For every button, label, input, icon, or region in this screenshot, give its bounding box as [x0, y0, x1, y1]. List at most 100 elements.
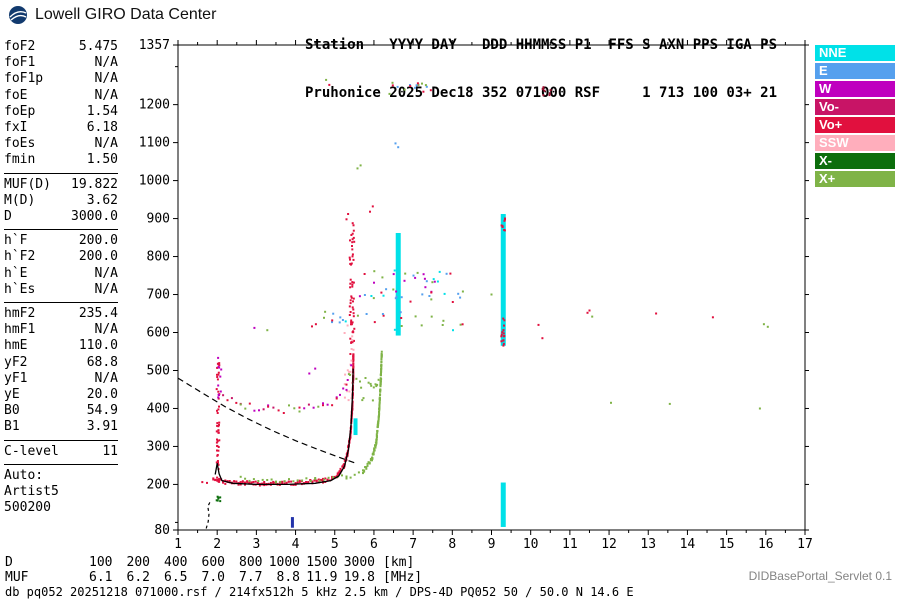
- y-axis-label: 500: [147, 363, 170, 378]
- param-value: 3000.0: [71, 209, 118, 225]
- param-row-yf2: yF2 68.8: [4, 355, 118, 371]
- x-axis-label: 13: [640, 537, 656, 552]
- scale-value: 6.2: [126, 570, 150, 585]
- param-value: N/A: [94, 265, 118, 281]
- record-status-line: db pq052 20251218 071000.rsf / 214fx512h…: [5, 585, 634, 599]
- param-row-fxi: fxI 6.18: [4, 120, 118, 136]
- x-axis-label: 14: [680, 537, 696, 552]
- scale-value: 400: [164, 555, 188, 570]
- interference-bar-3.9MHz: [290, 517, 294, 528]
- legend-item-w: W: [815, 81, 895, 97]
- param-label: B1: [4, 419, 20, 435]
- parameter-panel: foF2 5.475 foF1 N/A foF1p N/A foE N/A foEp 1.54 fx…: [4, 39, 118, 516]
- scale-unit: [MHz]: [383, 570, 423, 585]
- x-axis-label: 1: [174, 537, 182, 552]
- x-axis-label: 3: [252, 537, 260, 552]
- y-axis-label: 80: [154, 523, 170, 538]
- param-label: Auto:: [4, 467, 44, 483]
- legend-item-x: X+: [815, 171, 895, 187]
- param-row-d: D 3000.0: [4, 209, 118, 225]
- artist-hF-fit-line: [214, 368, 354, 486]
- scale-unit: [km]: [383, 555, 415, 570]
- param-row-he: h`E N/A: [4, 266, 118, 282]
- y-axis-label: 1000: [139, 174, 170, 189]
- param-row-foes: foEs N/A: [4, 136, 118, 152]
- param-label: fxI: [4, 120, 28, 136]
- scale-value: 7.7: [239, 570, 263, 585]
- x-axis-label: 7: [409, 537, 417, 552]
- param-label: B0: [4, 403, 20, 419]
- param-row-hf2: h`F2 200.0: [4, 249, 118, 265]
- scale-label: MUF: [5, 570, 29, 585]
- x-axis-label: 10: [523, 537, 539, 552]
- param-value: 235.4: [78, 306, 118, 322]
- x-axis-label: 8: [448, 537, 456, 552]
- param-value: 200.0: [78, 233, 118, 249]
- param-row-500200: 500200: [4, 500, 118, 516]
- muf3000-transmission-curve: [177, 377, 357, 465]
- param-value: 54.9: [86, 403, 118, 419]
- legend-item-vo: Vo-: [815, 99, 895, 115]
- brand-title: Lowell GIRO Data Center: [35, 6, 217, 23]
- param-row-hf: h`F 200.0: [4, 233, 118, 249]
- param-label: D: [4, 209, 12, 225]
- interference-bar-9.3MHz-lower: [500, 482, 506, 527]
- scale-row-muf: MUF 6.1 6.2 6.5 7.0 7.7 8.8 11.9 19.8 [MHz]: [5, 571, 422, 585]
- legend-item-ssw: SSW: [815, 135, 895, 151]
- param-label: hmE: [4, 338, 28, 354]
- param-row-hmf2: hmF2 235.4: [4, 306, 118, 322]
- panel-separator: [4, 302, 118, 304]
- param-value: 3.62: [86, 192, 118, 208]
- param-value: 110.0: [78, 338, 118, 354]
- param-value: 1.54: [86, 103, 118, 119]
- scale-value: 7.0: [201, 570, 225, 585]
- param-label: hmF2: [4, 306, 36, 322]
- x-axis-label: 15: [719, 537, 735, 552]
- param-value: 68.8: [86, 354, 118, 370]
- param-label: foF1: [4, 55, 36, 71]
- param-value: N/A: [94, 136, 118, 152]
- param-row-md: M(D) 3.62: [4, 193, 118, 209]
- scale-value: 1000: [268, 555, 300, 570]
- fitted-trace-lines: [177, 368, 357, 529]
- scale-value: 200: [126, 555, 150, 570]
- param-value: N/A: [94, 71, 118, 87]
- interference-bar-9.3MHz-upper: [500, 214, 506, 346]
- param-label: h`Es: [4, 281, 36, 297]
- param-value: N/A: [94, 55, 118, 71]
- scale-value: 600: [201, 555, 225, 570]
- param-label: Artist5: [4, 484, 59, 500]
- x-axis-label: 5: [331, 537, 339, 552]
- param-label: yE: [4, 387, 20, 403]
- param-row-b1: B1 3.91: [4, 419, 118, 435]
- param-label: foF1p: [4, 71, 44, 87]
- param-label: foF2: [4, 39, 36, 54]
- param-value: 200.0: [78, 249, 118, 265]
- panel-separator: [4, 229, 118, 231]
- param-row-b0: B0 54.9: [4, 403, 118, 419]
- param-label: h`F: [4, 233, 28, 249]
- param-label: h`E: [4, 265, 28, 281]
- x-axis-label: 11: [562, 537, 578, 552]
- param-label: 500200: [4, 500, 51, 516]
- x-axis-label: 16: [758, 537, 774, 552]
- param-row-artist5: Artist5: [4, 484, 118, 500]
- x-axis-label: 17: [797, 537, 813, 552]
- param-value: 11: [102, 443, 118, 459]
- param-label: MUF(D): [4, 176, 51, 192]
- legend-item-e: E: [815, 63, 895, 79]
- valley-profile-mark: [205, 501, 211, 529]
- y-axis-label: 200: [147, 477, 170, 492]
- param-label: foEp: [4, 103, 36, 119]
- station-header-values: Pruhonice 2025 Dec18 352 071000 RSF 1 71…: [305, 85, 778, 101]
- echo-direction-legend: NNE E W Vo- Vo+ SSW X- X+: [815, 45, 895, 189]
- param-value: 3.91: [86, 419, 118, 435]
- panel-separator: [4, 172, 118, 174]
- giro-logo-icon: [8, 5, 28, 25]
- muf-distance-scale: D 100 200 400 600 800 1000 1500 3000 [km] MUF 6.1 6.…: [5, 556, 422, 586]
- y-axis-label: 600: [147, 326, 170, 341]
- param-value: 5.475: [78, 39, 118, 54]
- x-axis-label: 4: [292, 537, 300, 552]
- param-label: M(D): [4, 192, 36, 208]
- scale-value: 8.8: [276, 570, 300, 585]
